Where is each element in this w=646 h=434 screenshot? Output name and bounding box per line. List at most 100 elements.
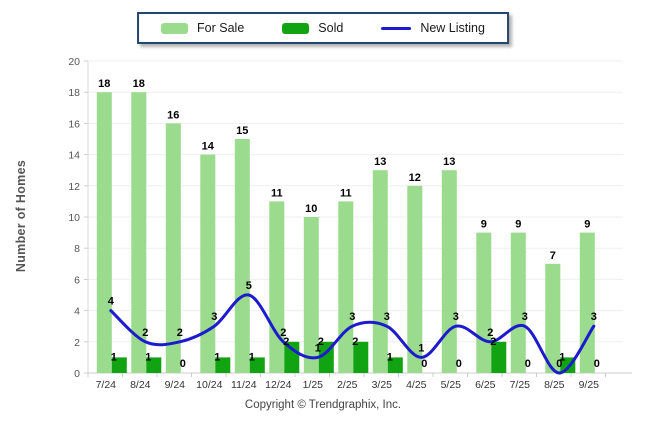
for-sale-value-label: 16 <box>167 109 179 121</box>
x-tick-label: 4/25 <box>406 379 427 391</box>
x-tick-label: 3/25 <box>372 379 393 391</box>
sold-value-label: 0 <box>594 358 600 370</box>
sold-value-label: 2 <box>318 336 324 348</box>
legend-item-sold: Sold <box>282 21 343 35</box>
for-sale-bar[interactable] <box>476 232 492 373</box>
sold-bar[interactable] <box>146 357 162 373</box>
for-sale-value-label: 10 <box>305 203 317 215</box>
new-listing-value-label: 5 <box>246 280 252 292</box>
for-sale-value-label: 15 <box>236 125 248 137</box>
y-tick-label: 8 <box>74 243 80 255</box>
for-sale-bar[interactable] <box>269 201 285 373</box>
x-tick-label: 6/25 <box>475 379 496 391</box>
sold-bar[interactable] <box>387 357 403 373</box>
for-sale-value-label: 7 <box>550 250 556 262</box>
y-tick-label: 10 <box>68 212 80 224</box>
x-tick-label: 9/25 <box>579 379 600 391</box>
x-tick-label: 7/25 <box>510 379 531 391</box>
x-tick-label: 8/25 <box>544 379 565 391</box>
for-sale-bar[interactable] <box>338 201 354 373</box>
legend-label: Sold <box>318 21 344 35</box>
new-listing-line-icon <box>381 26 412 30</box>
legend-label: For Sale <box>197 21 245 35</box>
sold-bar[interactable] <box>491 341 507 373</box>
sold-value-label: 2 <box>283 336 289 348</box>
new-listing-value-label: 2 <box>177 327 183 339</box>
y-axis-title: Number of Homes <box>14 159 28 273</box>
for-sale-bar[interactable] <box>545 263 561 373</box>
sold-value-label: 1 <box>145 351 151 363</box>
y-tick-label: 2 <box>74 337 80 349</box>
y-tick-label: 0 <box>74 368 80 380</box>
for-sale-value-label: 14 <box>202 141 215 153</box>
new-listing-value-label: 2 <box>280 327 286 339</box>
new-listing-value-label: 2 <box>142 327 148 339</box>
new-listing-value-label: 3 <box>349 311 355 323</box>
new-listing-value-label: 3 <box>211 311 217 323</box>
new-listing-value-label: 3 <box>453 311 459 323</box>
new-listing-value-label: 3 <box>522 311 528 323</box>
for-sale-value-label: 11 <box>340 187 352 199</box>
new-listing-value-label: 2 <box>487 327 493 339</box>
sold-value-label: 0 <box>421 358 427 370</box>
sold-bar[interactable] <box>353 341 369 373</box>
y-tick-label: 12 <box>68 181 80 193</box>
y-tick-label: 14 <box>68 150 80 162</box>
legend: For Sale Sold New Listing <box>137 12 509 44</box>
for-sale-value-label: 18 <box>98 78 110 90</box>
for-sale-bar[interactable] <box>96 92 112 373</box>
legend-item-for-sale: For Sale <box>161 21 244 35</box>
x-tick-label: 5/25 <box>441 379 462 391</box>
copyright-text: Copyright © Trendgraphix, Inc. <box>244 399 402 411</box>
for-sale-value-label: 18 <box>133 78 145 90</box>
x-tick-label: 1/25 <box>303 379 324 391</box>
new-listing-value-label: 1 <box>418 342 424 354</box>
x-tick-label: 12/24 <box>265 379 291 391</box>
for-sale-bar[interactable] <box>510 232 526 373</box>
x-tick-label: 8/24 <box>130 379 151 391</box>
y-tick-label: 20 <box>68 56 80 68</box>
new-listing-value-label: 0 <box>556 358 562 370</box>
new-listing-line[interactable] <box>109 293 596 375</box>
sold-bar[interactable] <box>215 357 231 373</box>
sold-value-label: 1 <box>214 351 220 363</box>
for-sale-value-label: 12 <box>409 172 421 184</box>
legend-item-new-listing: New Listing <box>381 21 485 35</box>
sold-value-label: 1 <box>249 351 255 363</box>
x-tick-label: 2/25 <box>337 379 358 391</box>
for-sale-value-label: 13 <box>374 156 386 168</box>
for-sale-bar[interactable] <box>579 232 595 373</box>
y-tick-label: 6 <box>74 274 80 286</box>
sold-swatch-icon <box>282 22 310 34</box>
for-sale-bar[interactable] <box>131 92 147 373</box>
for-sale-bar[interactable] <box>234 139 250 373</box>
for-sale-value-label: 13 <box>443 156 455 168</box>
new-listing-value-label: 4 <box>108 296 115 308</box>
for-sale-bar[interactable] <box>407 185 423 373</box>
for-sale-value-label: 9 <box>515 219 521 231</box>
sold-bar[interactable] <box>111 357 127 373</box>
x-tick-label: 9/24 <box>165 379 186 391</box>
sold-value-label: 2 <box>352 336 358 348</box>
for-sale-bar[interactable] <box>200 154 216 373</box>
for-sale-bar[interactable] <box>441 170 457 373</box>
sold-value-label: 2 <box>490 336 496 348</box>
for-sale-bar[interactable] <box>165 123 181 374</box>
for-sale-bar[interactable] <box>303 217 319 373</box>
sold-value-label: 0 <box>525 358 531 370</box>
sold-bar[interactable] <box>249 357 265 373</box>
for-sale-swatch-icon <box>161 22 189 34</box>
sold-value-label: 1 <box>387 351 393 363</box>
x-tick-label: 10/24 <box>196 379 222 391</box>
for-sale-bar[interactable] <box>372 170 388 373</box>
x-tick-label: 7/24 <box>96 379 117 391</box>
y-tick-label: 18 <box>68 87 80 99</box>
sold-value-label: 0 <box>456 358 462 370</box>
new-listing-value-label: 3 <box>384 311 390 323</box>
sold-value-label: 0 <box>180 358 186 370</box>
new-listing-value-label: 1 <box>315 342 321 354</box>
x-tick-label: 11/24 <box>231 379 257 391</box>
legend-label: New Listing <box>420 21 485 35</box>
